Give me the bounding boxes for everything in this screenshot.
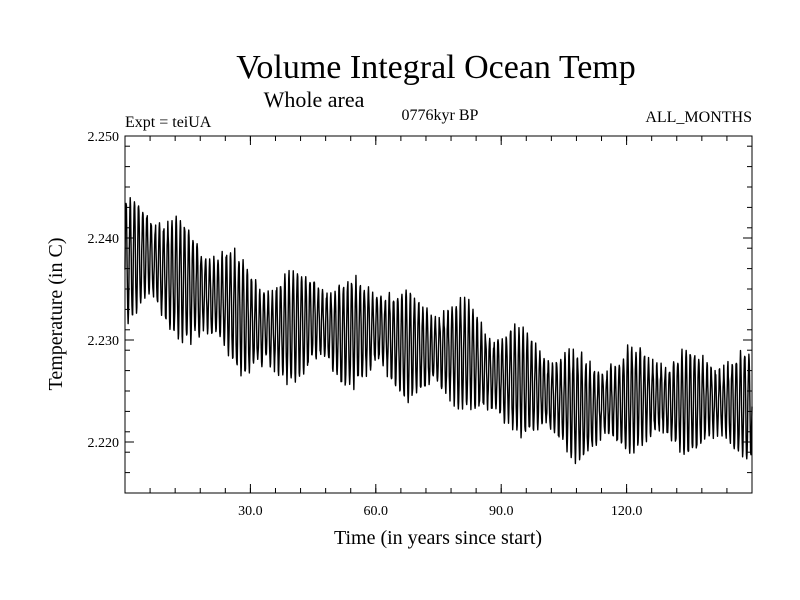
y-tick-label: 2.240 <box>88 232 120 247</box>
months-label: ALL_MONTHS <box>645 109 752 126</box>
y-tick-label: 2.220 <box>88 436 120 451</box>
x-tick-label: 60.0 <box>364 504 389 519</box>
y-axis-label: Temperature (in C) <box>45 238 67 391</box>
experiment-label: Expt = teiUA <box>125 114 212 131</box>
x-tick-label: 30.0 <box>238 504 263 519</box>
plot-area: 2.220 2.230 2.240 2.250 30.0 60.0 90.0 120.0 <box>88 130 753 519</box>
x-tick-label: 90.0 <box>489 504 514 519</box>
chart-subtitle: Whole area <box>264 87 365 112</box>
chart-title: Volume Integral Ocean Temp <box>236 49 636 86</box>
series-line <box>124 197 753 465</box>
plot-frame <box>124 135 753 494</box>
x-tick-label: 120.0 <box>611 504 643 519</box>
y-tick-label: 2.250 <box>88 130 120 145</box>
y-tick-label: 2.230 <box>88 334 120 349</box>
date-label: 0776kyr BP <box>402 107 479 124</box>
x-axis-label: Time (in years since start) <box>334 527 542 549</box>
